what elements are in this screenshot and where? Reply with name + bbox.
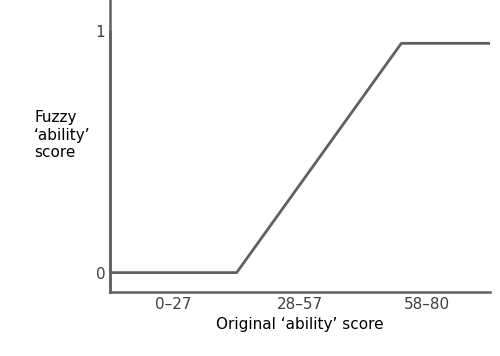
X-axis label: Original ‘ability’ score: Original ‘ability’ score xyxy=(216,317,384,333)
Y-axis label: Fuzzy
‘ability’
score: Fuzzy ‘ability’ score xyxy=(34,110,90,160)
